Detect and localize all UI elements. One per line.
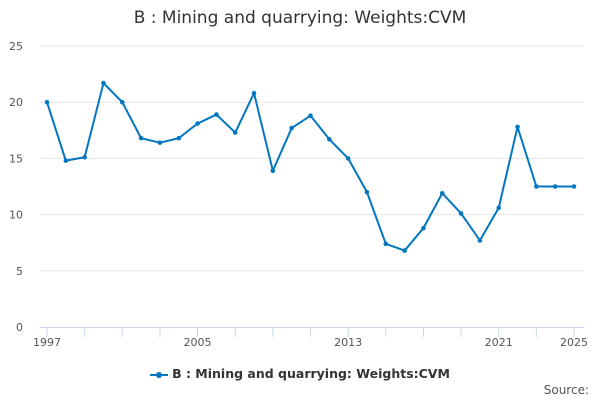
data-point <box>289 125 294 131</box>
legend-item[interactable]: B : Mining and quarrying: Weights:CVM <box>0 366 600 381</box>
data-point <box>63 158 69 163</box>
legend-label: B : Mining and quarrying: Weights:CVM <box>172 366 450 381</box>
data-point <box>251 90 257 96</box>
data-point <box>138 135 144 141</box>
data-point <box>364 189 370 195</box>
data-point <box>515 124 520 130</box>
series-line <box>46 82 574 252</box>
data-point <box>496 205 502 211</box>
data-point <box>214 112 219 117</box>
x-tick-label: 2013 <box>334 336 362 349</box>
data-point <box>308 113 313 118</box>
data-point <box>571 184 577 189</box>
data-point <box>421 225 426 231</box>
data-point <box>82 154 87 160</box>
y-tick-label: 25 <box>9 40 23 53</box>
chart-title: B : Mining and quarrying: Weights:CVM <box>133 8 467 28</box>
x-tick-label: 2021 <box>485 336 513 349</box>
data-point <box>345 156 351 161</box>
y-tick-label: 5 <box>16 265 23 278</box>
data-point <box>232 130 238 135</box>
y-tick-label: 20 <box>9 96 23 109</box>
x-tick-label: 1997 <box>33 336 61 349</box>
data-point <box>439 190 445 196</box>
data-point <box>119 99 125 105</box>
data-point <box>458 211 464 216</box>
data-point <box>383 241 389 247</box>
data-point <box>327 136 332 142</box>
data-point <box>157 140 163 145</box>
x-tick-label: 2025 <box>560 336 588 349</box>
data-point <box>534 184 539 189</box>
y-tick-label: 15 <box>9 152 23 165</box>
data-point <box>176 135 182 141</box>
legend-swatch <box>150 371 169 378</box>
y-tick-label: 0 <box>16 321 23 334</box>
source-label: Source: <box>543 383 589 397</box>
data-point <box>402 248 407 253</box>
data-point <box>270 168 276 174</box>
data-point <box>477 238 483 243</box>
x-tick-label: 2005 <box>184 336 212 349</box>
data-point <box>552 184 558 189</box>
data-point <box>101 80 106 86</box>
y-tick-label: 10 <box>9 209 23 222</box>
data-point <box>44 99 50 105</box>
data-point <box>195 121 200 126</box>
